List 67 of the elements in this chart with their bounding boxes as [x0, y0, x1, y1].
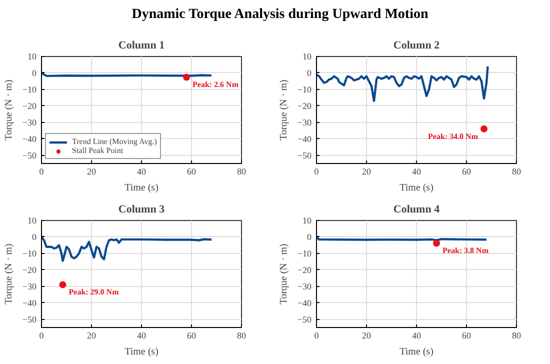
y-tick-label: 0	[307, 232, 312, 242]
x-tick-label: 40	[412, 330, 422, 340]
y-tick-label: −40	[22, 298, 37, 308]
y-tick-label: −30	[297, 117, 312, 128]
x-axis-title: Time (s)	[124, 346, 158, 358]
y-tick-label: −10	[297, 248, 312, 258]
y-tick-label: −50	[22, 314, 37, 324]
x-tick-label: 80	[237, 330, 246, 340]
legend-label: Trend Line (Moving Avg.)	[72, 137, 157, 146]
x-tick-label: 0	[39, 330, 44, 340]
y-tick-label: 10	[28, 216, 37, 226]
annotation: Peak: 34.0 Nm	[428, 132, 478, 141]
chart-title: Column 1	[118, 40, 165, 52]
y-tick-label: −20	[22, 100, 37, 111]
x-tick-label: 60	[462, 166, 472, 176]
y-tick-label: −40	[297, 134, 312, 144]
y-tick-label: −40	[297, 298, 312, 308]
annotation: Peak: 2.6 Nm	[192, 80, 239, 90]
x-tick-label: 40	[137, 166, 146, 176]
y-tick-label: −30	[297, 281, 312, 292]
x-tick-label: 80	[512, 166, 522, 176]
x-tick-label: 40	[137, 330, 146, 340]
y-tick-label: 10	[302, 52, 312, 62]
x-tick-label: 0	[314, 166, 320, 176]
x-tick-label: 20	[87, 330, 96, 340]
annotation: Peak: 29.0 Nm	[68, 288, 120, 297]
y-tick-label: −20	[22, 264, 37, 275]
chart-title: Column 2	[393, 40, 440, 52]
y-tick-label: −10	[297, 84, 312, 94]
x-tick-label: 80	[512, 330, 522, 340]
y-tick-label: 10	[302, 216, 312, 226]
x-tick-label: 20	[362, 166, 372, 176]
y-axis-title: Torque (N · m)	[3, 244, 14, 304]
chart-title: Column 3	[118, 204, 166, 216]
x-axis-title: Time (s)	[124, 182, 158, 194]
y-tick-label: −30	[22, 281, 37, 292]
x-axis-title: Time (s)	[400, 346, 434, 358]
y-tick-label: −50	[22, 150, 37, 160]
y-tick-label: 10	[28, 52, 37, 62]
y-tick-label: −30	[22, 117, 37, 128]
x-tick-label: 40	[412, 166, 422, 176]
annotation: Peak: 3.8 Nm	[442, 246, 489, 256]
text: Dynamic Torque Analysis during Upward Motion	[132, 7, 428, 22]
legend-label: Stall Peak Point	[72, 146, 124, 155]
y-tick-label: 0	[307, 68, 312, 78]
x-tick-label: 60	[187, 166, 196, 176]
x-tick-label: 60	[462, 330, 472, 340]
y-tick-label: −20	[297, 100, 312, 111]
x-tick-label: 0	[39, 166, 44, 176]
y-tick-label: 0	[32, 68, 37, 78]
y-tick-label: −40	[22, 134, 37, 144]
y-axis-title: Torque (N · m)	[3, 80, 14, 140]
y-tick-label: −50	[297, 314, 312, 324]
x-axis-title: Time (s)	[400, 182, 434, 194]
x-tick-label: 20	[362, 330, 372, 340]
y-axis-title: Torque (N · m)	[278, 244, 290, 304]
y-axis-title: Torque (N · m)	[278, 80, 290, 140]
y-tick-label: −20	[297, 264, 312, 275]
y-tick-label: −10	[22, 248, 37, 258]
y-tick-label: −10	[22, 84, 37, 94]
x-tick-label: 0	[314, 330, 320, 340]
y-tick-label: 0	[32, 232, 37, 242]
chart-title: Column 4	[393, 204, 440, 216]
x-tick-label: 60	[187, 330, 196, 340]
x-tick-label: 20	[87, 166, 96, 176]
x-tick-label: 80	[237, 166, 246, 176]
y-tick-label: −50	[297, 150, 312, 160]
